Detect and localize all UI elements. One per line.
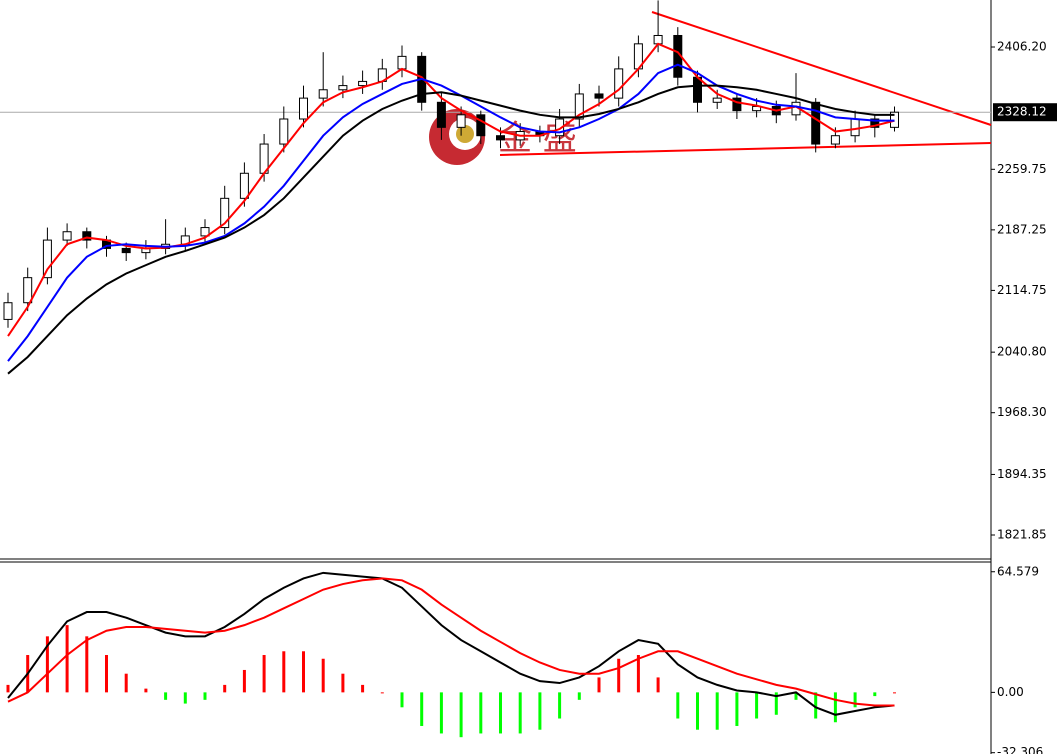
y-tick-label: -32.306 xyxy=(997,745,1043,754)
indicator-line xyxy=(7,577,895,707)
current-price-label: 2328.12 xyxy=(997,105,1047,119)
histogram-bar xyxy=(6,684,10,693)
y-tick-label: 2259.75 xyxy=(997,162,1047,176)
histogram-bar xyxy=(577,692,581,700)
histogram-bar xyxy=(538,692,542,730)
candle-body xyxy=(42,239,52,279)
histogram-bar xyxy=(203,692,207,700)
indicator-line xyxy=(7,63,895,362)
candle-body xyxy=(82,231,92,241)
histogram-bar xyxy=(45,636,49,693)
candle-body xyxy=(62,231,72,241)
y-tick-label: 2114.75 xyxy=(997,283,1047,297)
histogram-bar xyxy=(814,692,818,719)
y-tick-label: 0.00 xyxy=(997,685,1024,699)
candle-body xyxy=(279,118,289,145)
histogram-bar xyxy=(65,625,69,693)
candle-body xyxy=(220,197,230,229)
candle-body xyxy=(121,247,131,254)
trend-line xyxy=(651,11,992,126)
histogram-bar xyxy=(774,692,778,715)
candle-body xyxy=(23,277,33,304)
histogram-bar xyxy=(715,692,719,730)
candle-body xyxy=(239,172,249,199)
candle-body xyxy=(574,93,584,120)
candle-body xyxy=(318,89,328,99)
histogram-bar xyxy=(439,692,443,734)
candle-body xyxy=(870,118,880,128)
candle-body xyxy=(200,227,210,237)
y-tick-label: 2406.20 xyxy=(997,40,1047,54)
histogram-bar xyxy=(853,692,857,708)
candle-body xyxy=(811,101,821,145)
histogram-bar xyxy=(696,692,699,730)
histogram-bar xyxy=(400,692,404,708)
candle-body xyxy=(476,114,486,137)
histogram-bar xyxy=(479,692,483,734)
histogram-bar xyxy=(321,658,325,693)
candle-body xyxy=(3,302,13,320)
histogram-bar xyxy=(282,651,286,693)
histogram-bar xyxy=(499,692,502,734)
y-tick-label: 1968.30 xyxy=(997,405,1047,419)
histogram-bar xyxy=(144,688,148,693)
candle-body xyxy=(594,93,604,99)
candle-body xyxy=(299,97,308,120)
histogram-bar xyxy=(597,677,601,693)
histogram-bar xyxy=(302,651,305,693)
histogram-bar xyxy=(833,692,837,723)
candle-body xyxy=(712,97,722,103)
histogram-bar xyxy=(459,692,463,738)
y-tick-label: 64.579 xyxy=(997,564,1039,578)
histogram-bar xyxy=(636,655,640,693)
y-tick-label: 1894.35 xyxy=(997,467,1047,481)
candle-body xyxy=(436,101,446,128)
histogram-bar xyxy=(735,692,739,726)
histogram-bar xyxy=(361,684,365,693)
histogram-bar xyxy=(420,692,424,726)
candle-body xyxy=(693,76,702,103)
histogram-bar xyxy=(558,692,562,719)
histogram-bar xyxy=(124,673,128,693)
histogram-bar xyxy=(873,692,877,697)
candle-body xyxy=(614,68,624,99)
indicator-line xyxy=(7,84,895,375)
histogram-bar xyxy=(183,692,187,704)
y-tick-label: 2187.25 xyxy=(997,222,1047,236)
candle-body xyxy=(653,34,663,45)
candle-body xyxy=(338,85,348,91)
histogram-bar xyxy=(676,692,680,719)
histogram-bar xyxy=(262,655,266,693)
candle-body xyxy=(397,55,407,70)
candle-body xyxy=(496,135,505,141)
histogram-bar xyxy=(341,673,345,693)
candle-body xyxy=(358,80,368,87)
candle-body xyxy=(850,118,860,137)
histogram-bar xyxy=(164,692,168,700)
y-tick-label: 1821.85 xyxy=(997,527,1047,541)
indicator-line xyxy=(7,42,895,337)
trend-line xyxy=(499,142,992,156)
histogram-bar xyxy=(656,677,660,693)
histogram-bar xyxy=(242,669,246,693)
histogram-bar xyxy=(85,636,89,693)
candle-body xyxy=(456,114,466,128)
histogram-bar xyxy=(105,655,108,693)
candle-body xyxy=(830,135,840,145)
histogram-bar xyxy=(518,692,522,734)
histogram-bar xyxy=(223,684,227,693)
y-tick-label: 2040.80 xyxy=(997,345,1047,359)
histogram-bar xyxy=(794,692,798,700)
histogram-bar xyxy=(617,658,621,693)
histogram-bar xyxy=(893,692,896,694)
histogram-bar xyxy=(380,692,384,694)
histogram-bar xyxy=(755,692,759,719)
candle-body xyxy=(732,97,742,112)
current-price-box xyxy=(993,103,1057,122)
